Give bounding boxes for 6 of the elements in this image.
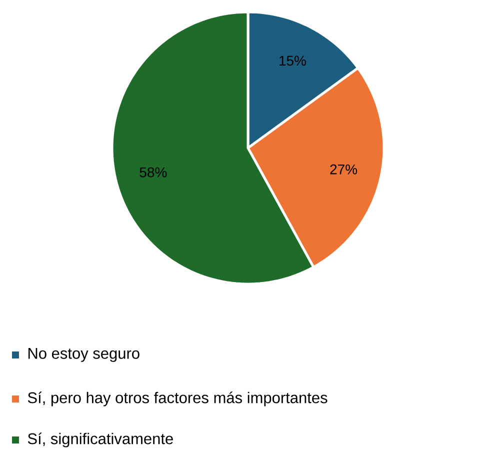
data-label: 58% (140, 167, 167, 178)
legend-label: Sí, pero hay otros factores más importantes (28, 392, 328, 406)
legend-label: No estoy seguro (28, 348, 140, 362)
legend-label: Sí, significativamente (28, 432, 173, 448)
data-label: 15% (280, 56, 306, 66)
data-label: 27% (330, 164, 358, 174)
